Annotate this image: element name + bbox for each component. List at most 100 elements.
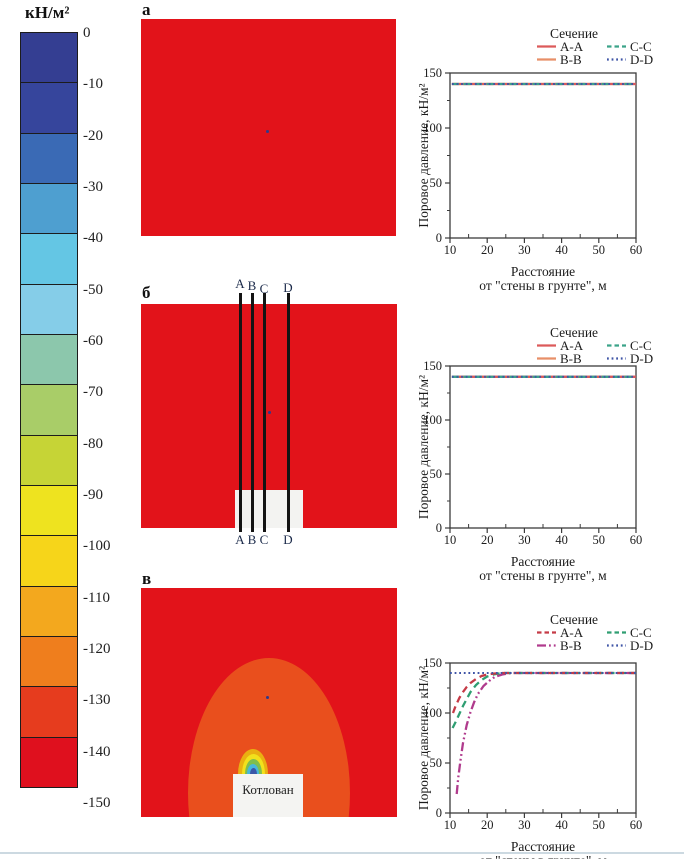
legend-label-B-B: B-B xyxy=(560,638,582,653)
section-label-top: D xyxy=(283,280,293,295)
drawdown-plume xyxy=(141,588,397,817)
legend-title: Сечение xyxy=(550,612,598,627)
probe-dot xyxy=(268,411,271,414)
probe-dot xyxy=(266,696,269,699)
y-tick-label: 0 xyxy=(436,806,442,820)
section-label-bottom: D xyxy=(283,532,293,547)
colorbar-segment xyxy=(20,182,78,235)
y-tick-label: 0 xyxy=(436,521,442,535)
colorbar-tick-label: -80 xyxy=(83,435,103,452)
y-tick-label: 100 xyxy=(423,121,442,135)
legend-label-A-A: A-A xyxy=(560,625,584,640)
legend-label-A-A: A-A xyxy=(560,39,584,54)
x-tick-label: 30 xyxy=(518,818,531,832)
x-tick-label: 20 xyxy=(481,818,494,832)
colorbar-segment xyxy=(20,132,78,184)
excavation-pit-box: Котлован xyxy=(233,774,303,817)
y-axis-title: Поровое давление, кН/м² xyxy=(416,83,431,227)
panel-a-domain xyxy=(141,19,396,236)
section-line-a xyxy=(239,293,242,532)
x-tick-label: 10 xyxy=(444,243,457,257)
section-label-bottom: C xyxy=(259,532,269,547)
legend-label-B-B: B-B xyxy=(560,52,582,67)
colorbar-tick-labels: 0 -10 -20 -30 -40 -50 -60 -70 -80 -90 -100 -110 -120… xyxy=(83,0,133,859)
x-tick-label: 30 xyxy=(518,533,531,547)
colorbar-tick-label: -20 xyxy=(83,127,103,144)
legend-label-B-B: B-B xyxy=(560,351,582,366)
x-tick-label: 10 xyxy=(444,818,457,832)
y-axis-title: Поровое давление, кН/м² xyxy=(416,666,431,810)
section-label-bottom: A xyxy=(235,532,245,547)
colorbar-segment xyxy=(20,283,78,335)
colorbar-segment xyxy=(20,535,78,587)
panel-a-label: а xyxy=(142,0,151,19)
x-tick-label: 20 xyxy=(481,243,494,257)
panel-v-label: в xyxy=(142,569,152,588)
colorbar-segment xyxy=(20,32,78,84)
colorbar-tick-label: -10 xyxy=(83,76,103,93)
x-tick-label: 60 xyxy=(630,533,643,547)
x-axis-title-line1: Расстояние xyxy=(511,839,575,854)
y-tick-label: 0 xyxy=(436,231,442,245)
colorbar-tick-label: -110 xyxy=(83,589,110,606)
plot-frame xyxy=(449,365,637,529)
colorbar-tick-label: -60 xyxy=(83,332,103,349)
legend-title: Сечение xyxy=(550,325,598,340)
colorbar-tick-label: -70 xyxy=(83,384,103,401)
y-axis-title: Поровое давление, кН/м² xyxy=(416,375,431,519)
colorbar-segment xyxy=(20,585,78,637)
plume-ring xyxy=(249,768,257,774)
colorbar-tick-label: 0 xyxy=(83,25,91,41)
colorbar-tick-label: -50 xyxy=(83,281,103,298)
page-bottom-rule xyxy=(0,852,684,854)
colorbar-tick-label: -90 xyxy=(83,486,103,503)
y-tick-label: 150 xyxy=(423,359,442,373)
colorbar-tick-label: -140 xyxy=(83,743,111,760)
legend-label-C-C: C-C xyxy=(630,625,652,640)
colorbar-segment xyxy=(20,434,78,486)
y-tick-label: 150 xyxy=(423,66,442,80)
y-tick-label: 50 xyxy=(430,756,443,770)
colorbar-segment xyxy=(20,686,78,738)
colorbar-tick-label: -120 xyxy=(83,640,111,657)
colorbar-segment xyxy=(20,484,78,537)
panel-v-domain: Котлован xyxy=(141,588,397,817)
x-tick-label: 50 xyxy=(593,818,606,832)
x-tick-label: 40 xyxy=(555,818,568,832)
colorbar-tick-label: -150 xyxy=(83,794,111,811)
plot-frame xyxy=(449,662,637,814)
x-tick-label: 50 xyxy=(593,243,606,257)
x-tick-label: 60 xyxy=(630,243,643,257)
colorbar xyxy=(20,32,78,788)
legend-label-D-D: D-D xyxy=(630,638,653,653)
section-line-b xyxy=(251,293,254,532)
x-tick-label: 40 xyxy=(555,533,568,547)
y-tick-label: 50 xyxy=(430,176,443,190)
series-line-A-A xyxy=(451,671,636,714)
x-tick-label: 60 xyxy=(630,818,643,832)
series-line-C-C xyxy=(451,671,636,729)
x-axis-title-line1: Расстояние xyxy=(511,264,575,279)
colorbar-tick-label: -30 xyxy=(83,178,103,195)
panel-b-label: б xyxy=(142,283,151,302)
legend-label-C-C: C-C xyxy=(630,39,652,54)
section-label-bottom: B xyxy=(247,532,257,547)
section-label-top: B xyxy=(247,278,257,293)
colorbar-segment xyxy=(20,82,78,134)
colorbar-segment xyxy=(20,233,78,285)
colorbar-tick-label: -130 xyxy=(83,692,111,709)
colorbar-title: кН/м² xyxy=(25,3,70,22)
plot-frame xyxy=(449,72,637,239)
x-axis-title-line2: от "стены в грунте", м xyxy=(479,568,607,583)
excavation-pit-label: Котлован xyxy=(242,782,294,797)
excavation-notch xyxy=(235,490,303,528)
legend-label-A-A: A-A xyxy=(560,338,584,353)
section-line-c xyxy=(263,293,266,532)
x-tick-label: 20 xyxy=(481,533,494,547)
colorbar-segment xyxy=(20,635,78,688)
probe-dot xyxy=(266,130,269,133)
x-axis-title-line2: от "стены в грунте", м xyxy=(479,278,607,293)
